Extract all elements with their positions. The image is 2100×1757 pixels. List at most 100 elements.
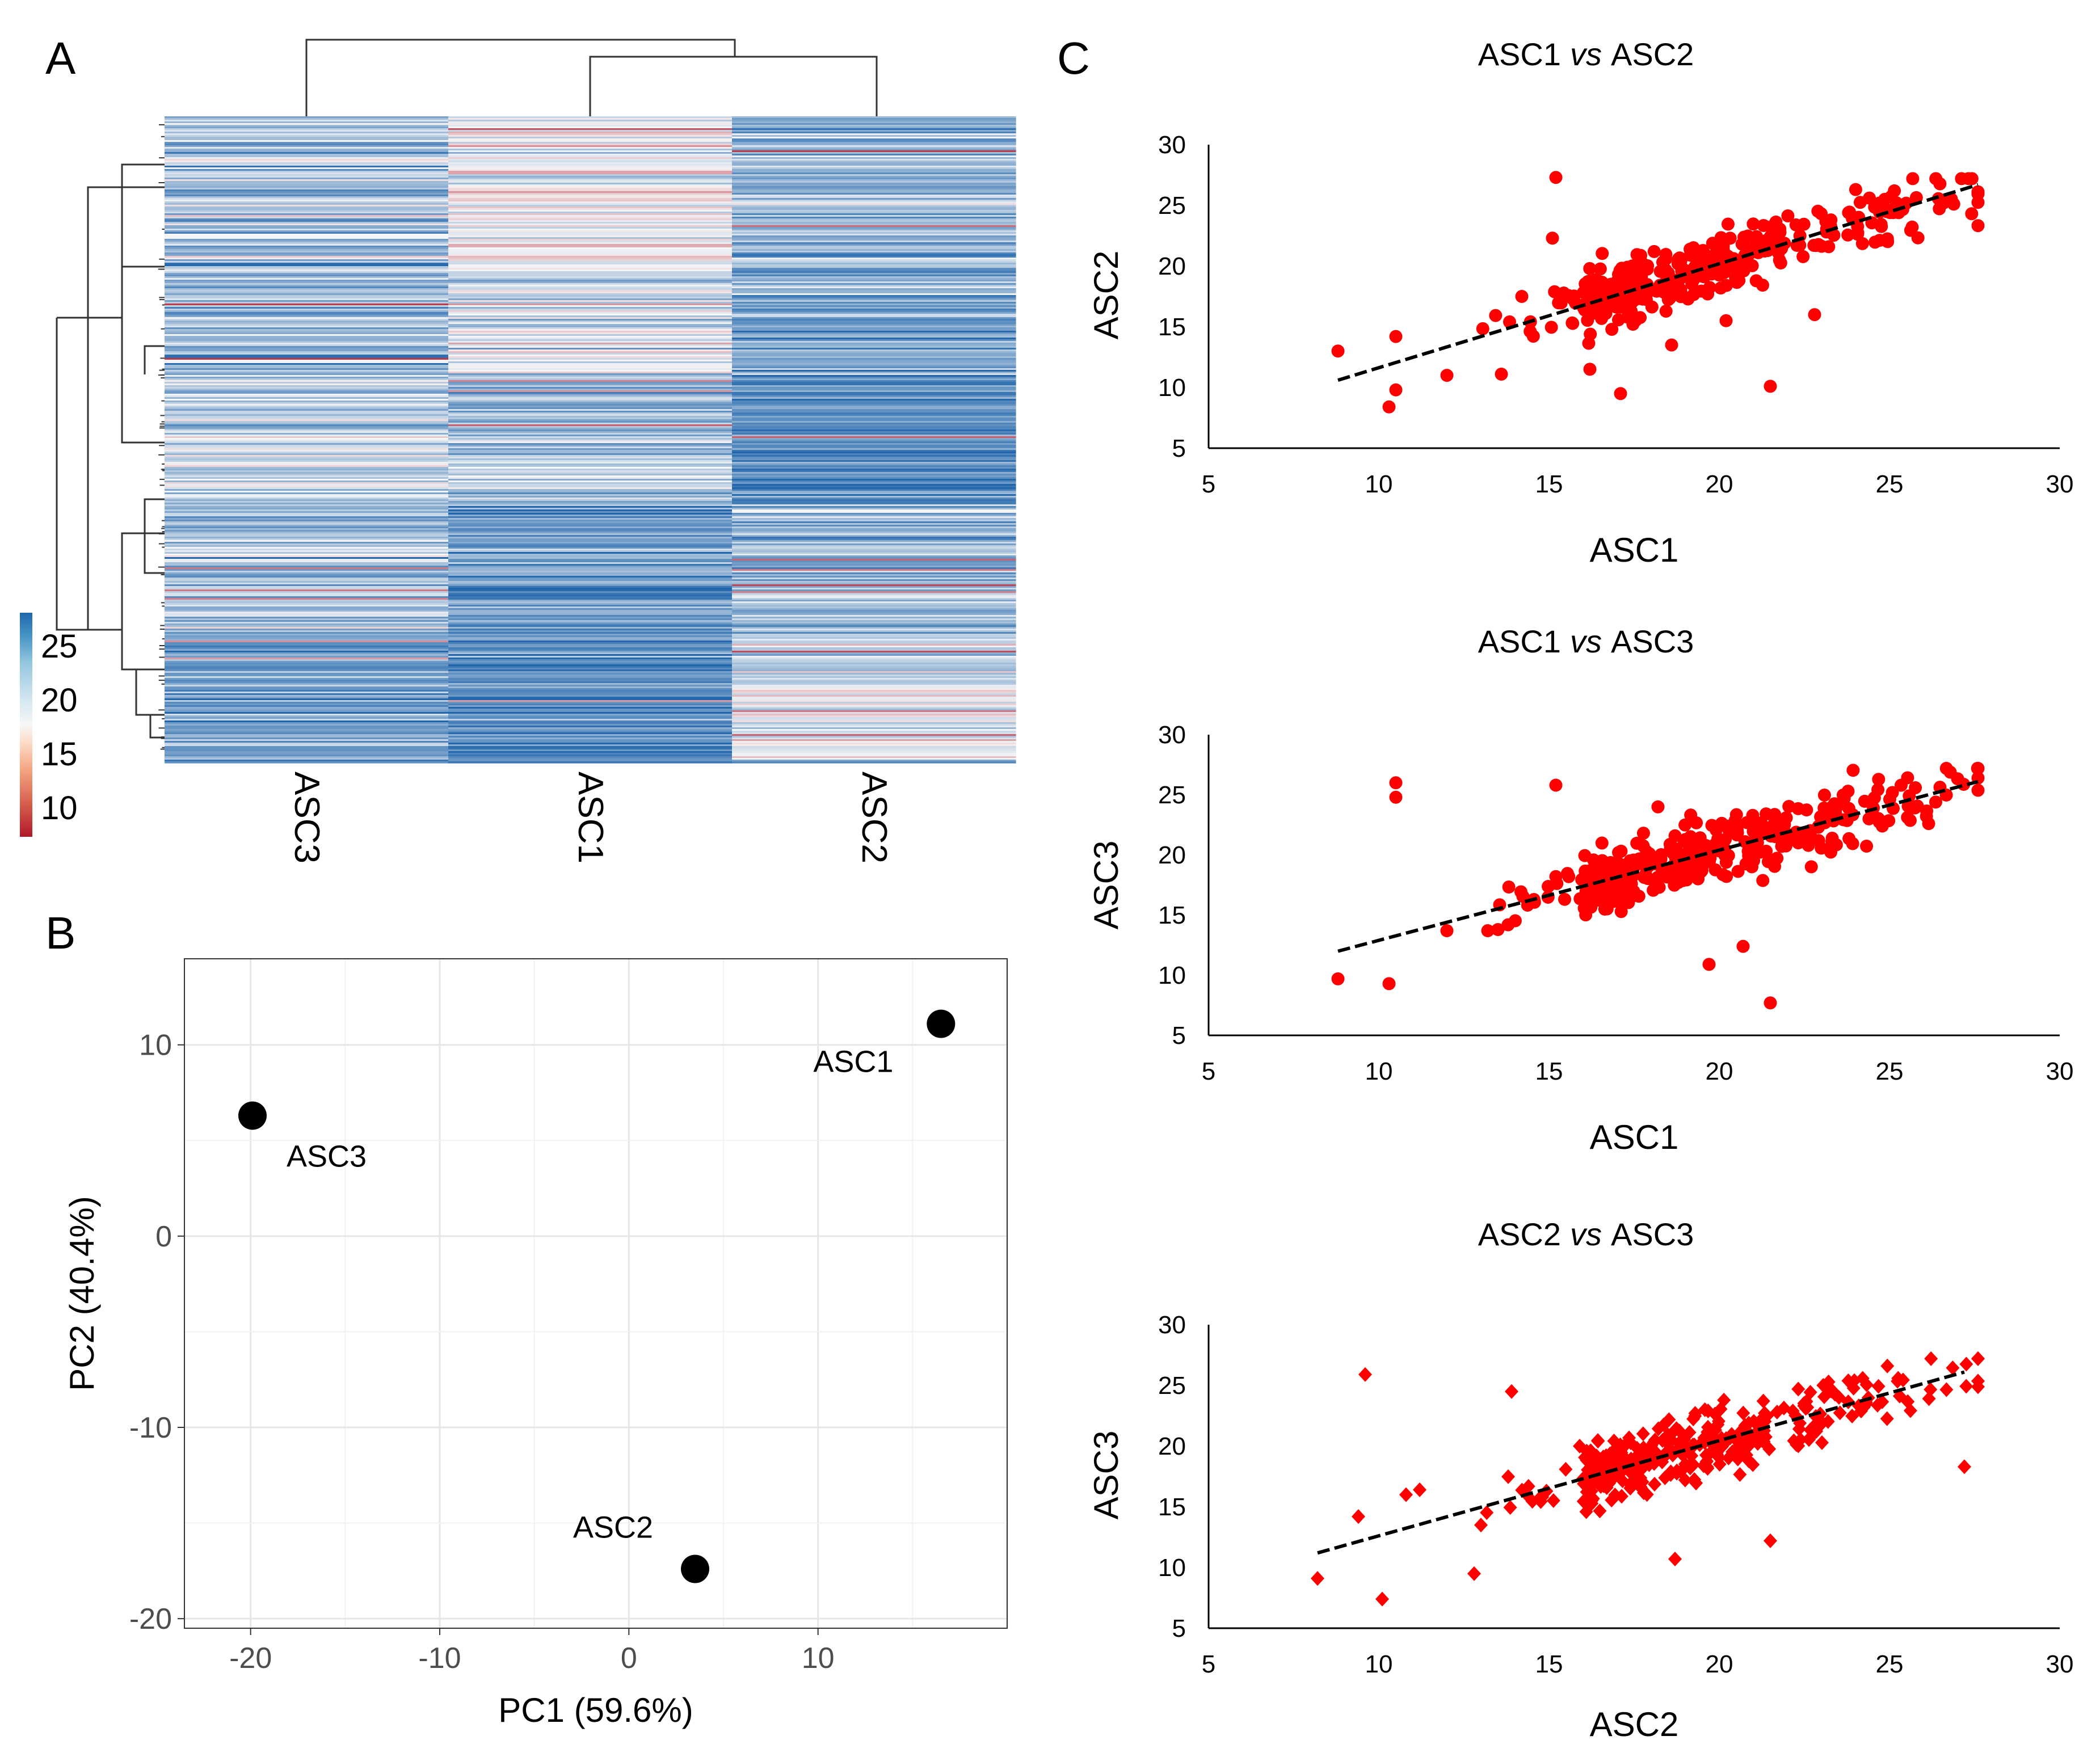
- heatmap-cell: [448, 264, 733, 267]
- heatmap-cell: [448, 635, 733, 638]
- scatter-y-tick-label: 25: [1158, 781, 1186, 809]
- heatmap-cell: [732, 470, 1016, 473]
- scatter-point: [1655, 1432, 1669, 1448]
- heatmap-cell: [732, 663, 1016, 665]
- heatmap-cell: [448, 731, 733, 733]
- heatmap-cell: [448, 142, 733, 144]
- heatmap-cell: [448, 285, 733, 287]
- scatter-point: [1545, 321, 1558, 334]
- heatmap-cell: [165, 368, 449, 370]
- heatmap-cell: [448, 212, 733, 214]
- heatmap-cell: [165, 186, 449, 188]
- heatmap-cell: [732, 494, 1016, 496]
- scatter-point: [1756, 279, 1769, 292]
- scatter-point: [1501, 918, 1515, 932]
- heatmap-cell: [732, 445, 1016, 447]
- heatmap-cell: [165, 673, 449, 675]
- heatmap-cell: [165, 520, 449, 522]
- heatmap-cell: [732, 555, 1016, 558]
- scatter-point: [1884, 189, 1898, 203]
- heatmap-cell: [732, 528, 1016, 530]
- heatmap-cell: [165, 504, 449, 507]
- heatmap-cell: [165, 481, 449, 483]
- heatmap-cell: [448, 605, 733, 607]
- heatmap-cell: [165, 518, 449, 520]
- scatter-point: [1694, 865, 1708, 879]
- scatter-point: [1756, 1393, 1770, 1409]
- scatter-point: [1614, 387, 1627, 401]
- heatmap-cell: [732, 508, 1016, 510]
- heatmap-cell: [732, 401, 1016, 403]
- heatmap-cell: [448, 521, 733, 524]
- scatter-point: [1678, 818, 1692, 832]
- heatmap-cell: [448, 738, 733, 740]
- heatmap-cell: [448, 205, 733, 207]
- heatmap-cell: [448, 196, 733, 199]
- heatmap-cell: [732, 521, 1016, 524]
- scatter-point: [1711, 1417, 1725, 1432]
- heatmap-cell: [165, 276, 449, 279]
- heatmap-cell: [732, 474, 1016, 476]
- heatmap-cell: [448, 414, 733, 416]
- heatmap-cell: [732, 406, 1016, 408]
- scatter-point: [1821, 1414, 1835, 1429]
- heatmap-cell: [732, 344, 1016, 347]
- scatter-point: [1958, 1459, 1971, 1474]
- colorbar-tick: 20: [41, 682, 78, 719]
- heatmap-cell: [165, 402, 449, 405]
- heatmap-cell: [165, 266, 449, 268]
- heatmap-cell: [165, 467, 449, 469]
- scatter-point: [1503, 1500, 1517, 1515]
- pca-y-tick-label: -10: [129, 1412, 172, 1444]
- pca-point-label: ASC1: [813, 1045, 893, 1079]
- heatmap-cell: [165, 617, 449, 619]
- heatmap-cell: [448, 256, 733, 258]
- scatter-point: [1959, 1356, 1973, 1372]
- scatter-point: [1358, 1367, 1372, 1382]
- heatmap-cell: [448, 663, 733, 665]
- heatmap-cell: [732, 751, 1016, 753]
- heatmap-cell: [165, 446, 449, 449]
- heatmap-cell: [448, 198, 733, 200]
- heatmap-cell: [732, 479, 1016, 481]
- scatter-point: [1534, 1489, 1548, 1504]
- heatmap-cell: [165, 406, 449, 408]
- heatmap-cell: [448, 743, 733, 745]
- scatter-point: [1375, 1591, 1389, 1607]
- scatter-point: [1786, 1404, 1800, 1419]
- scatter-point: [1867, 791, 1881, 804]
- heatmap-cell: [732, 647, 1016, 650]
- heatmap-cell: [448, 712, 733, 714]
- heatmap-cell: [732, 676, 1016, 679]
- heatmap-cell: [732, 222, 1016, 224]
- heatmap-cell: [165, 416, 449, 418]
- scatter-point: [1580, 1478, 1594, 1494]
- scatter-x-axis-label: ASC1: [1590, 531, 1679, 569]
- heatmap-cell: [165, 431, 449, 433]
- scatter-point: [1871, 812, 1885, 825]
- scatter-point: [1802, 1432, 1816, 1447]
- heatmap-cell: [448, 755, 733, 757]
- heatmap-cell: [448, 472, 733, 474]
- scatter-point: [1803, 1422, 1817, 1438]
- scatter-point: [1880, 1358, 1895, 1373]
- heatmap-cell: [732, 564, 1016, 566]
- heatmap-cell: [448, 622, 733, 624]
- heatmap-col-asc3: ASC3: [287, 772, 326, 863]
- heatmap-cell: [732, 659, 1016, 661]
- scatter-point: [1649, 874, 1663, 888]
- heatmap-cell: [165, 309, 449, 311]
- heatmap-cell: [732, 397, 1016, 399]
- heatmap-cell: [732, 429, 1016, 432]
- heatmap-cell: [448, 275, 733, 277]
- heatmap-cell: [732, 159, 1016, 161]
- heatmap-cell: [165, 200, 449, 202]
- scatter-point: [1593, 262, 1607, 276]
- heatmap-cell: [732, 576, 1016, 578]
- heatmap-cell: [165, 516, 449, 519]
- heatmap-cell: [732, 123, 1016, 125]
- heatmap-cell: [732, 286, 1016, 289]
- heatmap-cell: [165, 239, 449, 241]
- heatmap-cell: [732, 188, 1016, 190]
- heatmap-cell: [732, 145, 1016, 148]
